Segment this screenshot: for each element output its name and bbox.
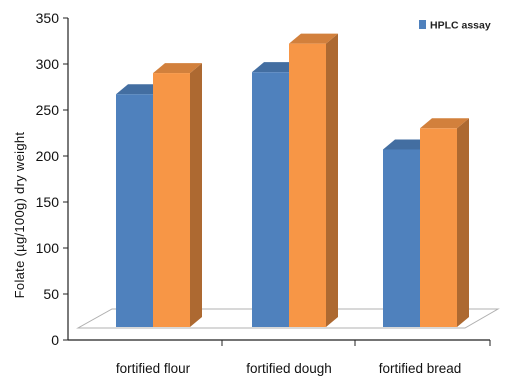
y-tick-labels: 0 50 100 150 200 250 300 350 xyxy=(36,10,68,348)
y-tick-label: 150 xyxy=(36,194,60,210)
bar-top xyxy=(153,63,202,74)
y-axis-label: Folate (µg/100g) dry weight xyxy=(12,132,27,299)
bar xyxy=(289,33,338,327)
bar-front xyxy=(420,128,457,327)
y-tick-label: 250 xyxy=(36,102,60,118)
y-tick-label: 0 xyxy=(51,332,59,348)
y-tick-label: 50 xyxy=(43,286,59,302)
y-tick-label: 100 xyxy=(36,240,60,256)
bars xyxy=(116,33,469,328)
bar-top xyxy=(383,139,432,150)
bar-top xyxy=(289,33,338,44)
bar-top xyxy=(252,62,301,73)
x-category-labels: fortified flour fortified dough fortified … xyxy=(116,340,491,376)
legend-swatch xyxy=(419,20,426,29)
bar-front xyxy=(116,94,153,328)
x-category-label: fortified bread xyxy=(379,361,462,376)
bar-side xyxy=(457,118,469,327)
legend-label: HPLC assay xyxy=(430,20,491,32)
y-tick-label: 300 xyxy=(36,56,60,72)
bar-side xyxy=(190,63,202,327)
bar-side xyxy=(326,33,338,327)
x-category-label: fortified flour xyxy=(116,361,191,376)
bar-front xyxy=(289,43,326,327)
y-tick-label: 350 xyxy=(36,10,60,26)
axes xyxy=(67,18,490,341)
bar-front xyxy=(383,149,420,327)
bar-front xyxy=(153,73,190,327)
bar-top xyxy=(116,84,165,95)
bar xyxy=(420,118,469,327)
bar-top xyxy=(420,118,469,129)
x-category-label: fortified dough xyxy=(246,361,332,376)
bar-front xyxy=(252,72,289,327)
y-tick-label: 200 xyxy=(36,148,60,164)
bar xyxy=(153,63,202,327)
legend: HPLC assay xyxy=(419,20,491,32)
